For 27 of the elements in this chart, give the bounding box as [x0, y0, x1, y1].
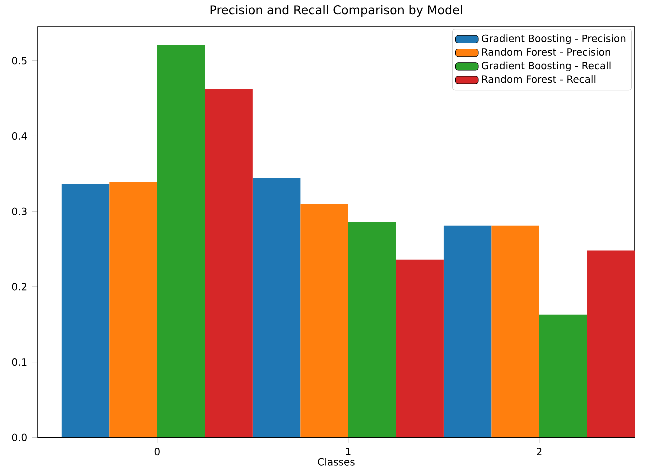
x-tick-label: 2	[537, 448, 542, 456]
x-axis-title: Classes	[318, 458, 355, 466]
bar	[396, 260, 444, 438]
bar	[252, 178, 301, 438]
legend-label: Random Forest - Recall	[482, 75, 596, 84]
legend-label: Random Forest - Precision	[482, 48, 610, 56]
x-tick-label: 1	[346, 448, 351, 456]
bar	[587, 250, 635, 438]
bar	[157, 45, 206, 438]
bar	[110, 182, 158, 438]
y-tick-label: 0.5	[12, 57, 27, 65]
y-tick-label: 0.2	[12, 283, 27, 291]
y-tick-label: 0.1	[12, 358, 27, 366]
x-tick-label: 0	[154, 448, 160, 456]
bar	[205, 90, 253, 438]
bar	[444, 226, 492, 438]
chart-title: Precision and Recall Comparison by Model	[210, 5, 462, 17]
y-tick-label: 0.4	[12, 132, 28, 140]
y-tick-label: 0.0	[12, 434, 27, 442]
bar	[348, 222, 396, 438]
bar	[492, 226, 540, 438]
bar	[539, 314, 588, 438]
bar	[300, 204, 348, 438]
y-tick-label: 0.3	[12, 208, 27, 216]
legend-label: Gradient Boosting - Recall	[482, 62, 611, 72]
legend-label: Gradient Boosting - Precision	[482, 34, 626, 44]
bar	[62, 184, 110, 438]
